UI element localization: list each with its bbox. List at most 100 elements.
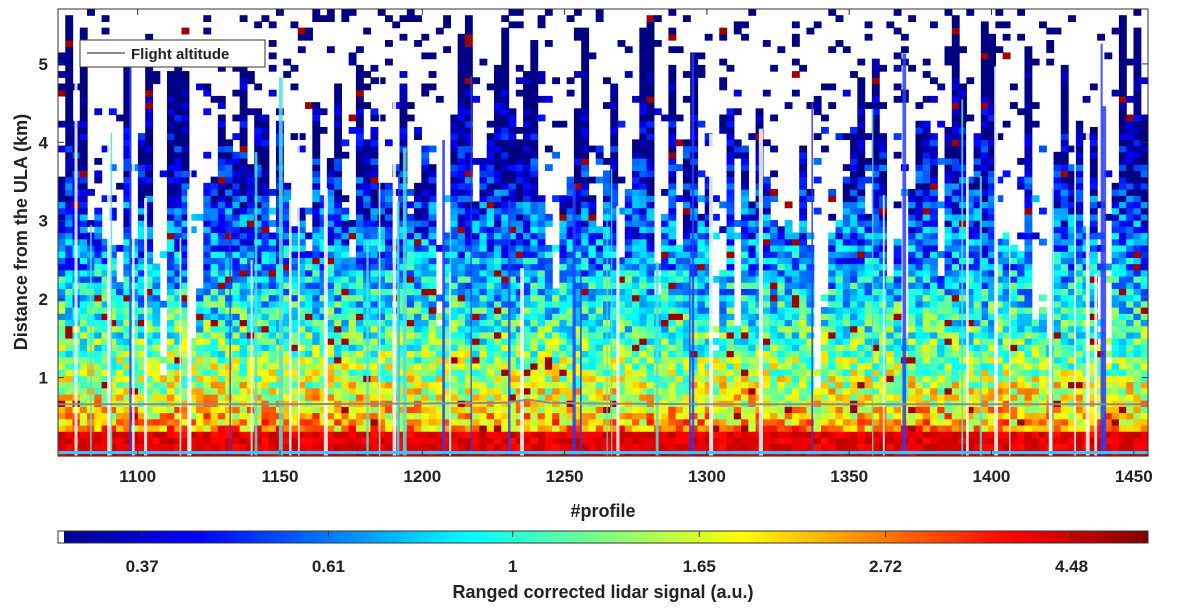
heatmap-cell: [297, 294, 306, 302]
heatmap-cell: [726, 269, 735, 277]
heatmap-cell: [668, 275, 677, 283]
heatmap-cell: [94, 381, 103, 389]
heatmap-cell: [501, 15, 510, 23]
heatmap-cell: [312, 313, 321, 321]
heatmap-cell: [581, 232, 590, 240]
heatmap-cell: [108, 424, 117, 432]
heatmap-cell: [501, 201, 510, 209]
heatmap-cell: [486, 238, 495, 246]
heatmap-cell: [246, 251, 255, 258]
heatmap-cell: [748, 393, 757, 401]
heatmap-cell: [217, 269, 226, 277]
heatmap-cell: [196, 300, 204, 308]
heatmap-cell: [297, 369, 306, 376]
heatmap-cell: [762, 226, 771, 234]
heatmap-cell: [733, 356, 742, 364]
heatmap-cell: [108, 207, 117, 215]
heatmap-cell: [646, 95, 655, 103]
heatmap-cell: [123, 387, 132, 395]
heatmap-cell: [181, 133, 190, 140]
heatmap-cell: [581, 195, 590, 203]
heatmap-cell: [283, 387, 292, 395]
heatmap-cell: [312, 232, 321, 240]
heatmap-cell: [523, 269, 531, 277]
heatmap-cell: [472, 406, 481, 414]
heatmap-cell: [334, 139, 342, 147]
heatmap-cell: [544, 362, 553, 370]
heatmap-cell: [464, 424, 473, 432]
heatmap-cell: [726, 120, 735, 128]
heatmap-cell: [668, 288, 677, 296]
heatmap-cell: [486, 350, 495, 358]
heatmap-cell: [617, 418, 626, 426]
heatmap-cell: [726, 182, 735, 190]
heatmap-cell: [581, 369, 590, 376]
heatmap-cell: [137, 362, 146, 370]
heatmap-cell: [283, 182, 292, 190]
heatmap-cell: [632, 139, 640, 147]
heatmap-cell: [443, 356, 451, 364]
heatmap-cell: [777, 344, 786, 352]
heatmap-cell: [501, 151, 510, 159]
heatmap-cell: [137, 325, 146, 333]
heatmap-cell: [704, 313, 713, 321]
heatmap-cell: [188, 213, 197, 221]
heatmap-cell: [515, 195, 524, 203]
heatmap-cell: [217, 362, 226, 370]
heatmap-cell: [697, 269, 706, 277]
heatmap-cell: [523, 77, 531, 85]
heatmap-cell: [305, 418, 313, 426]
heatmap-cell: [486, 393, 495, 401]
heatmap-cell: [675, 443, 684, 451]
heatmap-cell: [58, 232, 66, 240]
heatmap-cell: [443, 418, 451, 426]
heatmap-cell: [515, 418, 524, 426]
heatmap-cell: [443, 232, 451, 240]
heatmap-cell: [326, 244, 335, 252]
heatmap-cell: [610, 195, 619, 203]
heatmap-cell: [167, 387, 175, 395]
heatmap-cell: [661, 424, 669, 432]
heatmap-cell: [704, 300, 713, 308]
heatmap-cell: [501, 145, 510, 153]
heatmap-cell: [385, 40, 393, 47]
heatmap-cell: [108, 344, 117, 352]
heatmap-cell: [530, 220, 539, 227]
heatmap-cell: [254, 381, 263, 389]
heatmap-cell: [523, 145, 531, 153]
heatmap-cell: [646, 331, 655, 339]
heatmap-cell: [203, 83, 212, 91]
heatmap-cell: [108, 313, 117, 321]
heatmap-cell: [624, 356, 633, 364]
heatmap-cell: [668, 182, 677, 190]
heatmap-cell: [392, 288, 401, 296]
heatmap-cell: [573, 331, 582, 339]
heatmap-cell: [414, 269, 422, 277]
heatmap-cell: [319, 331, 328, 339]
heatmap-cell: [457, 443, 466, 451]
heatmap-cell: [355, 356, 364, 364]
heatmap-cell: [65, 307, 74, 314]
heatmap-cell: [552, 77, 560, 85]
heatmap-cell: [588, 344, 597, 352]
heatmap-cell: [261, 369, 270, 376]
heatmap-cell: [515, 64, 524, 72]
heatmap-cell: [486, 431, 495, 438]
heatmap-cell: [515, 412, 524, 420]
heatmap-cell: [450, 387, 459, 395]
heatmap-cell: [552, 356, 560, 364]
heatmap-cell: [283, 344, 292, 352]
heatmap-cell: [254, 325, 263, 333]
heatmap-cell: [341, 412, 350, 420]
heatmap-cell: [239, 393, 248, 401]
heatmap-cell: [290, 238, 299, 246]
heatmap-cell: [326, 232, 335, 240]
heatmap-cell: [312, 375, 321, 383]
heatmap-cell: [530, 126, 539, 134]
heatmap-cell: [58, 83, 66, 91]
heatmap-cell: [239, 77, 248, 85]
heatmap-cell: [181, 269, 190, 277]
heatmap-cell: [421, 201, 430, 209]
heatmap-cell: [58, 257, 66, 265]
heatmap-cell: [704, 381, 713, 389]
